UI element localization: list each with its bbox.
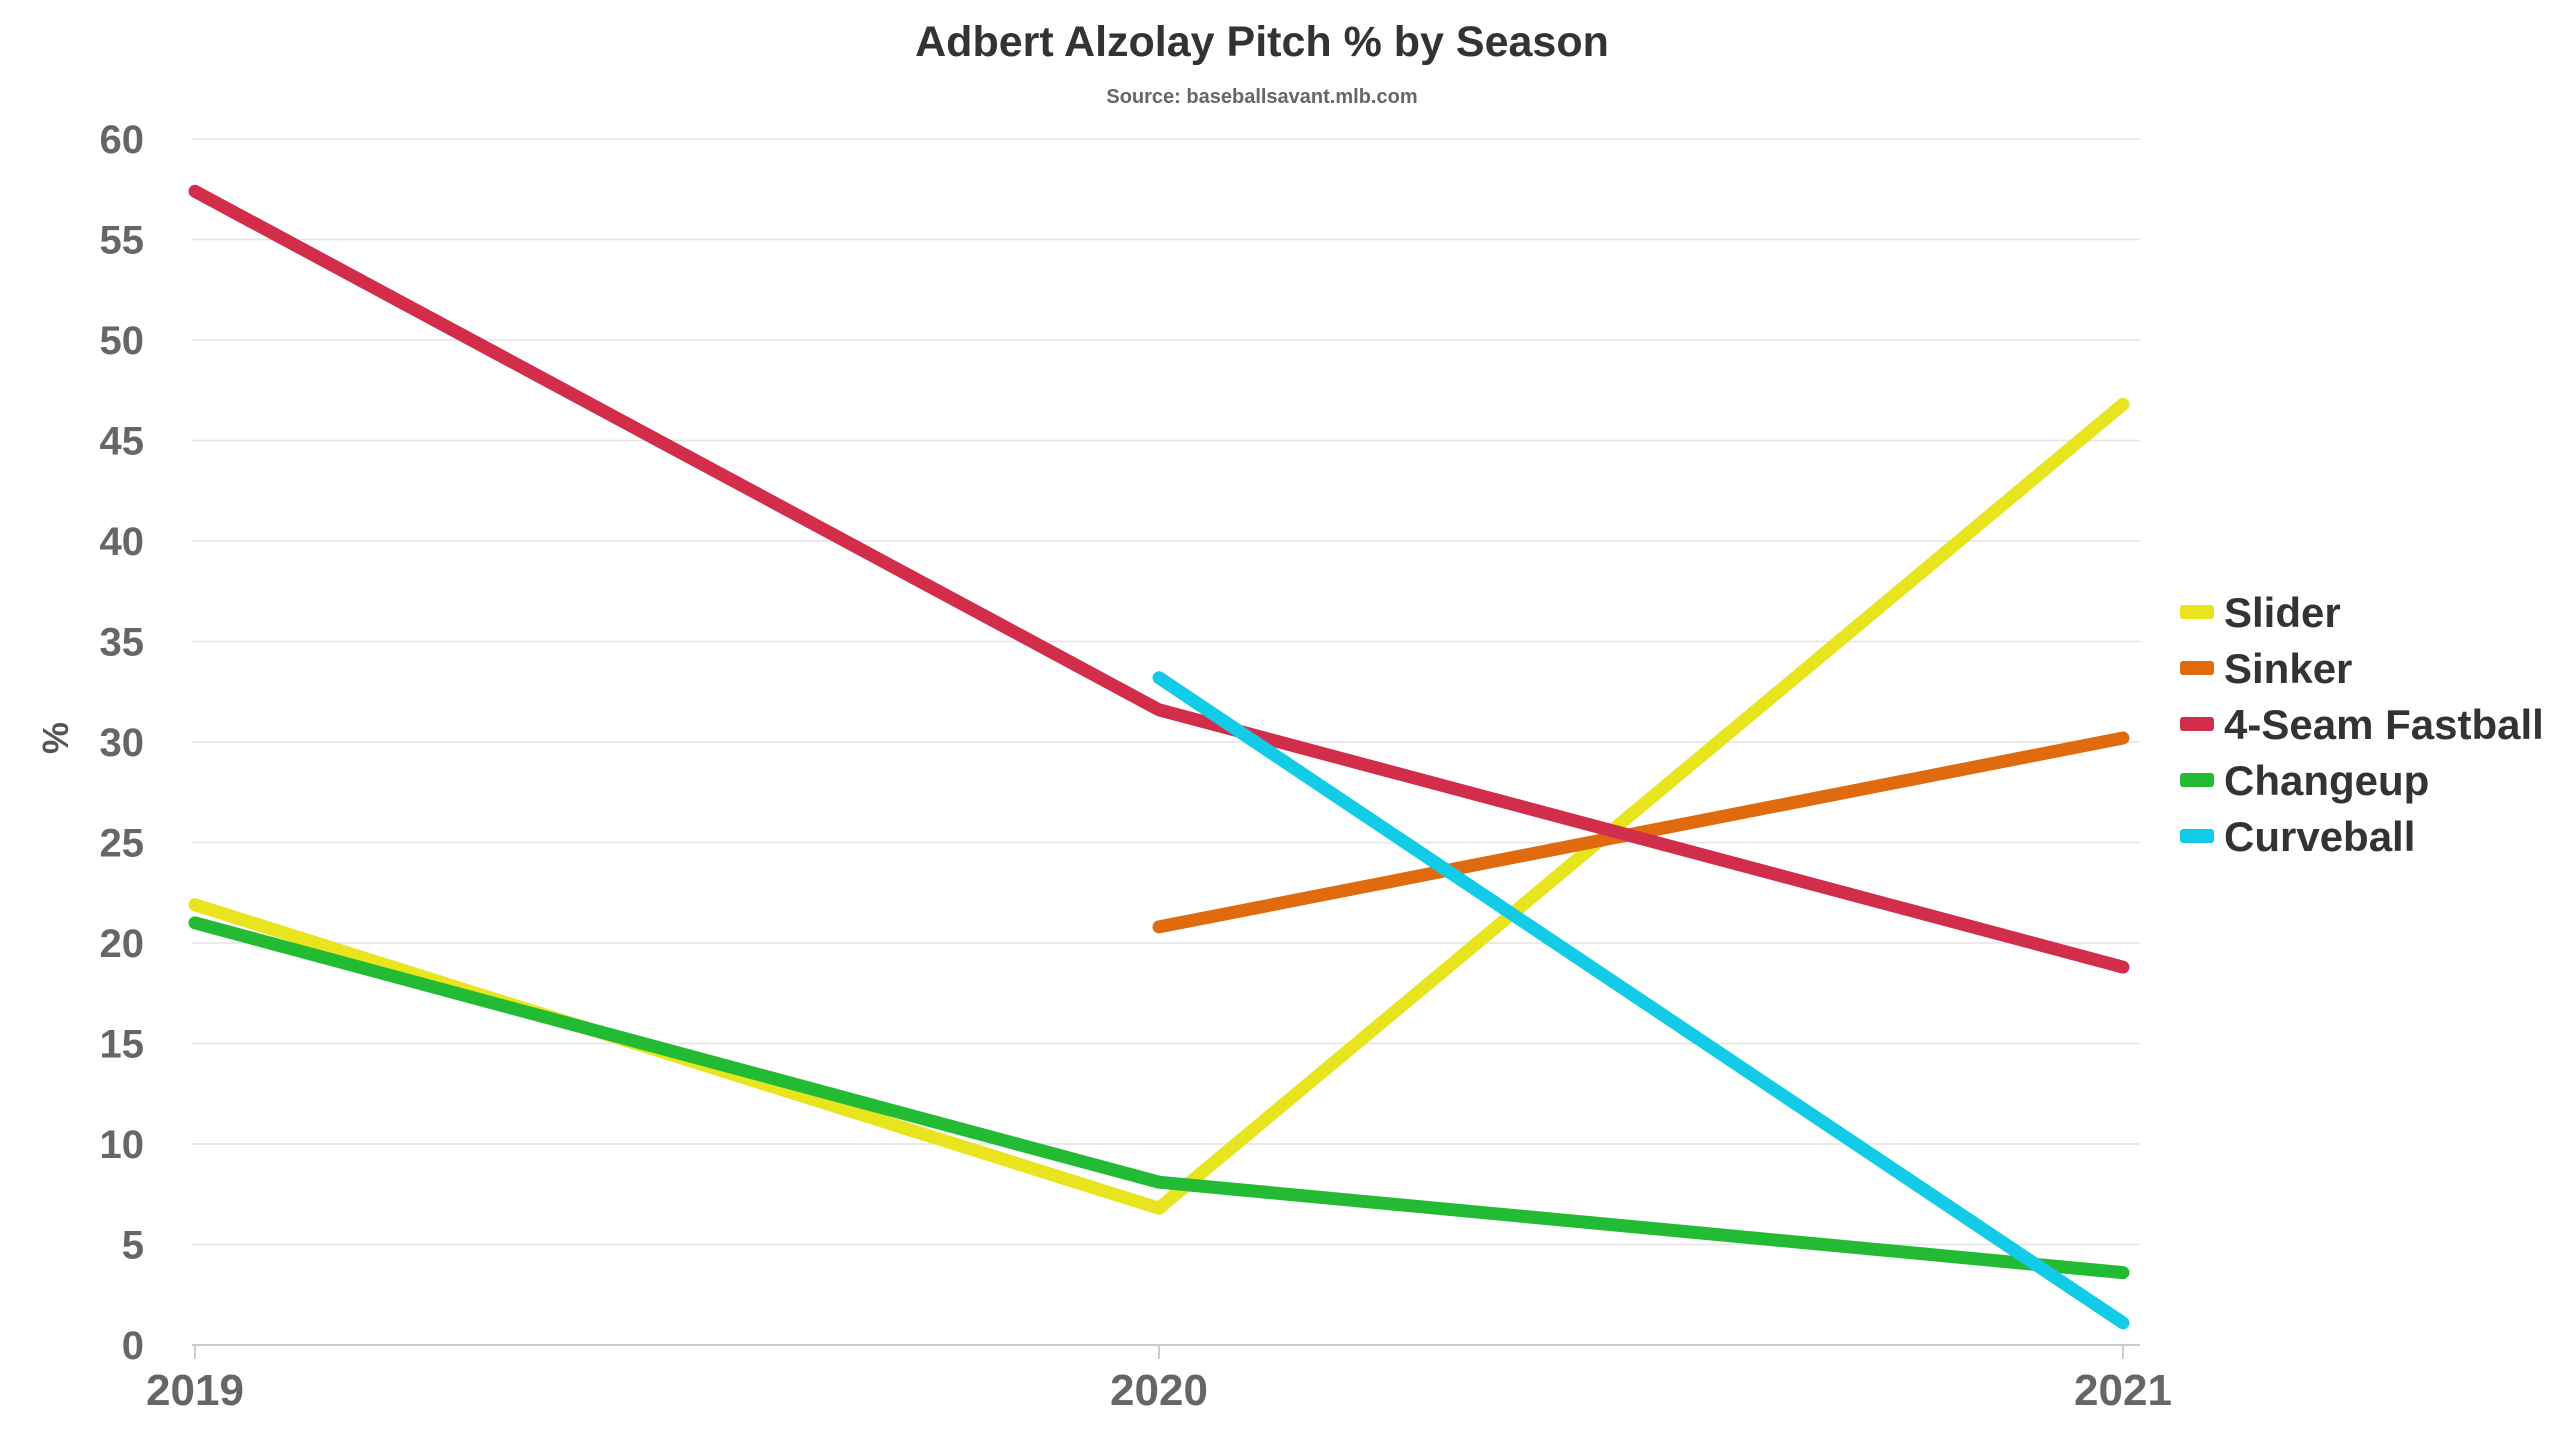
y-tick-label: 35 <box>100 621 145 665</box>
labels: Adbert Alzolay Pitch % by Season Source:… <box>35 18 1609 754</box>
legend: Slider Sinker 4-Seam Fastball Changeup Curve… <box>2180 589 2544 860</box>
legend-swatch <box>2180 605 2214 619</box>
series-line-4-seam-fastball <box>188 184 2130 974</box>
legend-item-slider[interactable]: Slider <box>2180 589 2341 636</box>
legend-item-sinker[interactable]: Sinker <box>2180 645 2352 692</box>
legend-swatch <box>2180 829 2214 843</box>
legend-swatch <box>2180 661 2214 675</box>
series-line-slider <box>188 397 2130 1215</box>
legend-label: Changeup <box>2224 757 2429 804</box>
legend-label: Sinker <box>2224 645 2352 692</box>
legend-item-4-seam-fastball[interactable]: 4-Seam Fastball <box>2180 701 2544 748</box>
legend-swatch <box>2180 717 2214 731</box>
chart-title: Adbert Alzolay Pitch % by Season <box>915 18 1609 66</box>
y-tick-label: 30 <box>100 721 145 765</box>
y-tick-label: 60 <box>100 118 145 162</box>
y-tick-label: 45 <box>100 420 145 464</box>
x-tick-label: 2021 <box>2074 1366 2172 1415</box>
y-tick-label: 55 <box>100 219 145 263</box>
x-tick-label: 2019 <box>146 1366 244 1415</box>
series-line-curveball <box>1152 671 2130 1330</box>
y-axis-label: % <box>35 722 76 754</box>
y-tick-label: 5 <box>122 1224 144 1268</box>
y-tick-label: 50 <box>100 319 145 363</box>
legend-label: Curveball <box>2224 813 2415 860</box>
series-lines <box>188 184 2130 1330</box>
gridlines <box>192 138 2140 1246</box>
series-line-changeup <box>188 916 2130 1280</box>
legend-item-curveball[interactable]: Curveball <box>2180 813 2415 860</box>
y-tick-label: 25 <box>100 822 145 866</box>
y-tick-label: 0 <box>122 1324 144 1368</box>
legend-label: 4-Seam Fastball <box>2224 701 2544 748</box>
y-tick-label: 40 <box>100 520 145 564</box>
chart-subtitle: Source: baseballsavant.mlb.com <box>1106 86 1417 108</box>
x-tick-label: 2020 <box>1110 1366 1208 1415</box>
legend-label: Slider <box>2224 589 2341 636</box>
y-tick-label: 10 <box>100 1123 145 1167</box>
y-tick-label: 20 <box>100 922 145 966</box>
axes: 0 5 10 15 20 25 30 35 40 45 50 55 60 2019 2020 2021 <box>100 118 2172 1415</box>
y-tick-label: 15 <box>100 1023 145 1067</box>
legend-swatch <box>2180 773 2214 787</box>
legend-item-changeup[interactable]: Changeup <box>2180 757 2429 804</box>
